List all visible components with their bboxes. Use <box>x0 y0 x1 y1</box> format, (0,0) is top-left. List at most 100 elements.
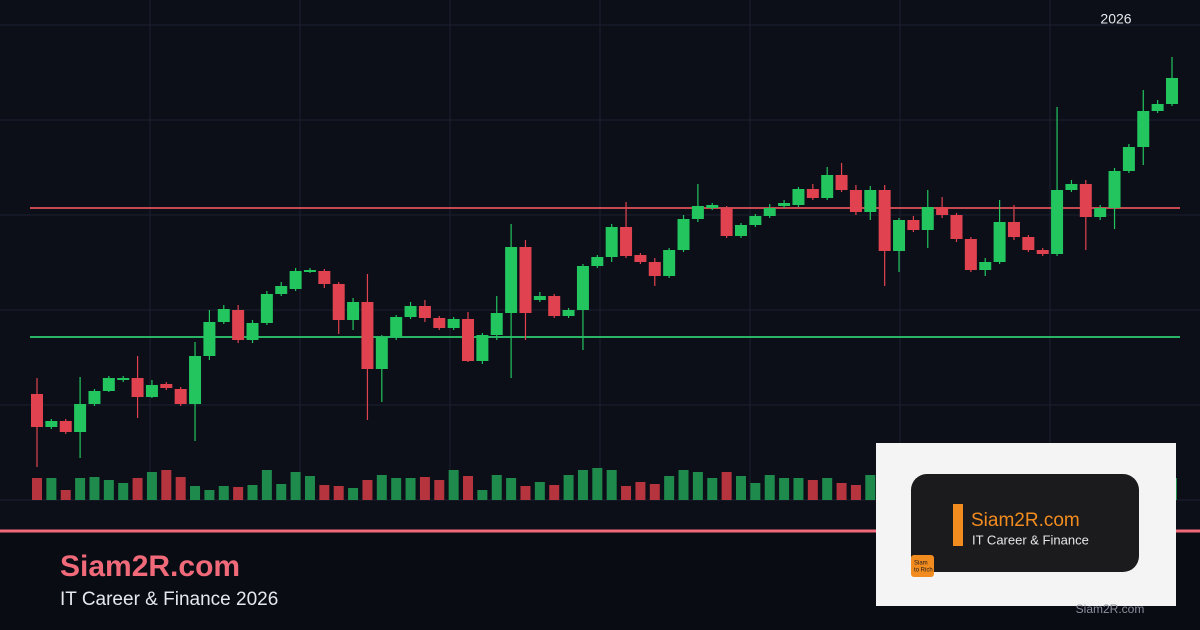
candle-body <box>548 296 561 316</box>
volume-bar <box>233 487 244 500</box>
candle-body <box>447 319 460 328</box>
volume-bar <box>46 478 57 500</box>
candle-body <box>921 207 934 230</box>
volume-bar <box>204 490 215 500</box>
volume-bar <box>218 486 229 500</box>
candle-body <box>993 222 1006 262</box>
candle-body <box>806 189 819 198</box>
candle-body <box>433 318 446 328</box>
candle-body <box>476 335 489 361</box>
candle-body <box>849 190 862 212</box>
candle-body <box>505 247 518 313</box>
candle-body <box>232 310 245 340</box>
volume-bar <box>577 470 588 500</box>
candle-body <box>174 389 187 404</box>
volume-bar <box>405 478 416 500</box>
candle-body <box>289 271 302 289</box>
candle-body <box>907 220 920 230</box>
candle-body <box>1051 190 1064 254</box>
candle-body <box>1094 208 1107 217</box>
volume-bar <box>419 477 430 500</box>
candle-body <box>821 175 834 198</box>
badge-title: Siam2R.com <box>971 510 1080 531</box>
volume-bar <box>391 478 402 500</box>
candle-body <box>576 266 589 310</box>
volume-bar <box>621 486 632 500</box>
volume-bar <box>549 485 560 500</box>
volume-bar <box>850 485 861 500</box>
candle-body <box>663 250 676 276</box>
volume-bar <box>635 482 646 500</box>
volume-bar <box>261 470 272 500</box>
volume-bar <box>376 475 387 500</box>
candle-body <box>390 317 403 337</box>
candle-body <box>117 378 130 380</box>
candle-body <box>864 190 877 212</box>
candle-body <box>591 257 604 266</box>
volume-bar <box>319 485 330 500</box>
volume-bar <box>175 477 186 500</box>
candle-body <box>74 404 87 432</box>
volume-bar <box>721 472 732 500</box>
volume-bar <box>678 470 689 500</box>
candle-body <box>45 421 58 427</box>
volume-bar <box>304 476 315 500</box>
volume-bar <box>477 490 488 500</box>
candle-body <box>1122 147 1135 171</box>
candle-body <box>763 208 776 216</box>
volume-bar <box>836 483 847 500</box>
volume-bar <box>348 488 359 500</box>
candle-body <box>1022 237 1035 250</box>
volume-bar <box>146 472 157 500</box>
candle-body <box>734 225 747 236</box>
volume-bar <box>362 480 373 500</box>
candle-body <box>88 391 101 404</box>
volume-bar <box>89 477 100 500</box>
candle-body <box>835 175 848 190</box>
candle-body <box>677 219 690 250</box>
candle-body <box>375 337 388 369</box>
candle-body <box>964 239 977 270</box>
candle-body <box>1036 250 1049 254</box>
volume-bar <box>132 478 143 500</box>
volume-bar <box>161 470 172 500</box>
candle-body <box>303 270 316 272</box>
candle-body <box>1151 104 1164 111</box>
candle-body <box>749 216 762 225</box>
badge-icon <box>911 555 934 577</box>
volume-bar <box>276 484 287 500</box>
volume-bar <box>793 478 804 500</box>
candle-body <box>936 207 949 215</box>
candle-body <box>533 296 546 300</box>
candle-body <box>605 227 618 257</box>
volume-bar <box>750 483 761 500</box>
candle-body <box>1166 78 1178 104</box>
volume-bar <box>333 486 344 500</box>
candle-body <box>634 255 647 262</box>
candle-body <box>160 384 173 388</box>
candle-body <box>418 306 431 318</box>
candle-body <box>59 421 72 432</box>
badge-subtitle: IT Career & Finance <box>972 532 1089 547</box>
volume-bar <box>649 484 660 500</box>
volume-bar <box>75 478 86 500</box>
year-annotation: 2026 <box>1100 11 1131 27</box>
candle-body <box>979 262 992 270</box>
candle-body <box>706 205 719 208</box>
volume-bar <box>592 468 603 500</box>
candle-body <box>275 286 288 294</box>
volume-bar <box>247 485 258 500</box>
volume-bar <box>448 470 459 500</box>
volume-bar <box>190 486 201 500</box>
volume-bar <box>707 478 718 500</box>
candle-body <box>217 309 230 322</box>
volume-bar <box>735 476 746 500</box>
candle-body <box>950 215 963 239</box>
candle-body <box>318 271 331 284</box>
volume-bar <box>779 478 790 500</box>
candle-body <box>1137 111 1150 147</box>
candle-body <box>490 313 503 335</box>
volume-bar <box>463 476 474 500</box>
candle-body <box>260 294 273 323</box>
volume-bar <box>60 490 71 500</box>
